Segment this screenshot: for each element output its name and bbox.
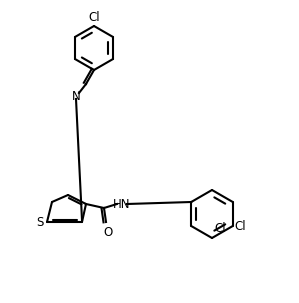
- Text: S: S: [36, 215, 44, 228]
- Text: N: N: [72, 89, 80, 102]
- Text: HN: HN: [113, 198, 131, 211]
- Text: O: O: [103, 226, 113, 239]
- Text: Cl: Cl: [235, 219, 246, 232]
- Text: Cl: Cl: [88, 11, 100, 24]
- Text: Cl: Cl: [214, 222, 226, 235]
